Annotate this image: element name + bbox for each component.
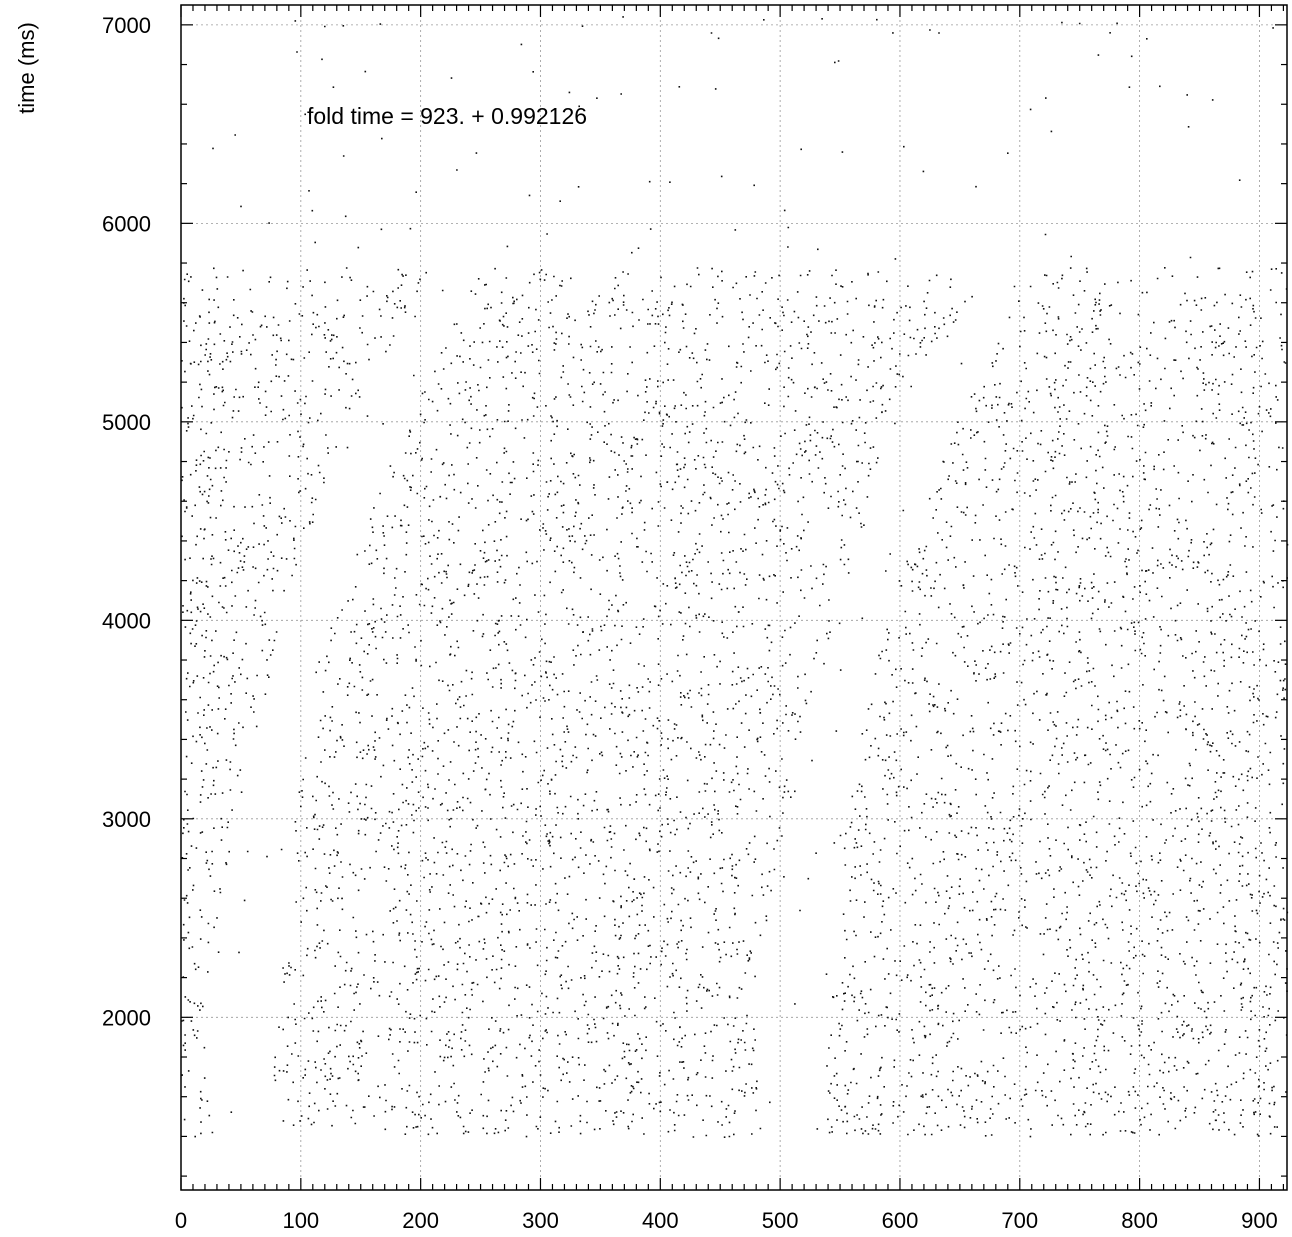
y-tick-label-7000: 7000 (102, 13, 151, 38)
x-tick-label-500: 500 (762, 1208, 799, 1233)
y-tick-labels: 2000 3000 4000 5000 6000 7000 (102, 13, 151, 1030)
y-tick-label-6000: 6000 (102, 211, 151, 236)
plot-frame (180, 4, 1288, 1191)
x-tick-label-800: 800 (1121, 1208, 1158, 1233)
y-tick-label-5000: 5000 (102, 410, 151, 435)
y-tick-label-2000: 2000 (102, 1005, 151, 1030)
x-tick-label-200: 200 (402, 1208, 439, 1233)
x-tick-label-900: 900 (1241, 1208, 1278, 1233)
grid-lines (180, 5, 1287, 1190)
y-axis-label: time (ms) (14, 22, 39, 114)
data-points (181, 16, 1289, 1139)
x-tick-label-0: 0 (175, 1208, 187, 1233)
x-tick-label-400: 400 (642, 1208, 679, 1233)
axis-ticks (180, 5, 1287, 1190)
scatter-points (181, 16, 1289, 1139)
x-tick-label-600: 600 (882, 1208, 919, 1233)
fold-time-annotation: fold time = 923. + 0.992126 (307, 103, 587, 129)
x-tick-labels: 0 100 200 300 400 500 600 700 800 900 (175, 1208, 1278, 1233)
y-tick-label-4000: 4000 (102, 608, 151, 633)
x-tick-label-100: 100 (282, 1208, 319, 1233)
x-tick-label-300: 300 (522, 1208, 559, 1233)
y-tick-label-3000: 3000 (102, 807, 151, 832)
x-tick-label-700: 700 (1001, 1208, 1038, 1233)
